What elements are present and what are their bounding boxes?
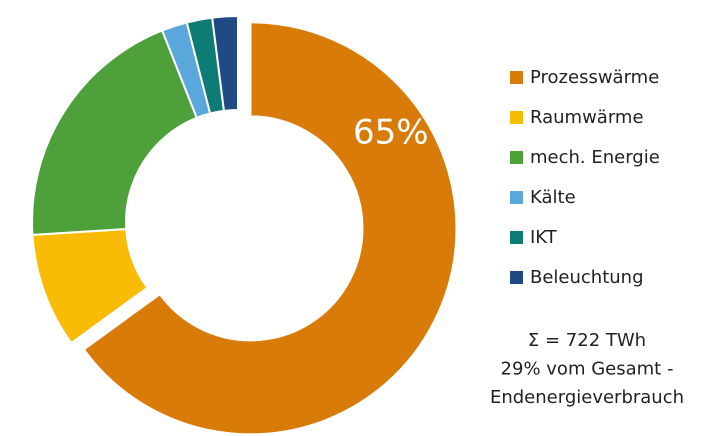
legend-label: Prozesswärme <box>530 67 659 88</box>
slice-label: 65% <box>353 113 429 153</box>
legend-label: mech. Energie <box>530 147 660 168</box>
annotation: Σ = 722 TWh <box>528 330 646 351</box>
legend-swatch <box>510 111 523 124</box>
donut-slice <box>82 21 458 436</box>
legend-label: IKT <box>530 227 558 248</box>
legend-swatch <box>510 71 523 84</box>
legend-label: Beleuchtung <box>530 267 644 288</box>
legend-label: Kälte <box>530 187 576 208</box>
legend-swatch <box>510 151 523 164</box>
legend-label: Raumwärme <box>530 107 644 128</box>
donut-slice <box>31 29 199 236</box>
donut-slice <box>211 14 239 113</box>
legend-swatch <box>510 231 523 244</box>
annotation: Endenergieverbrauch <box>490 387 684 408</box>
legend-swatch <box>510 271 523 284</box>
legend-swatch <box>510 191 523 204</box>
annotation: 29% vom Gesamt - <box>501 359 674 380</box>
